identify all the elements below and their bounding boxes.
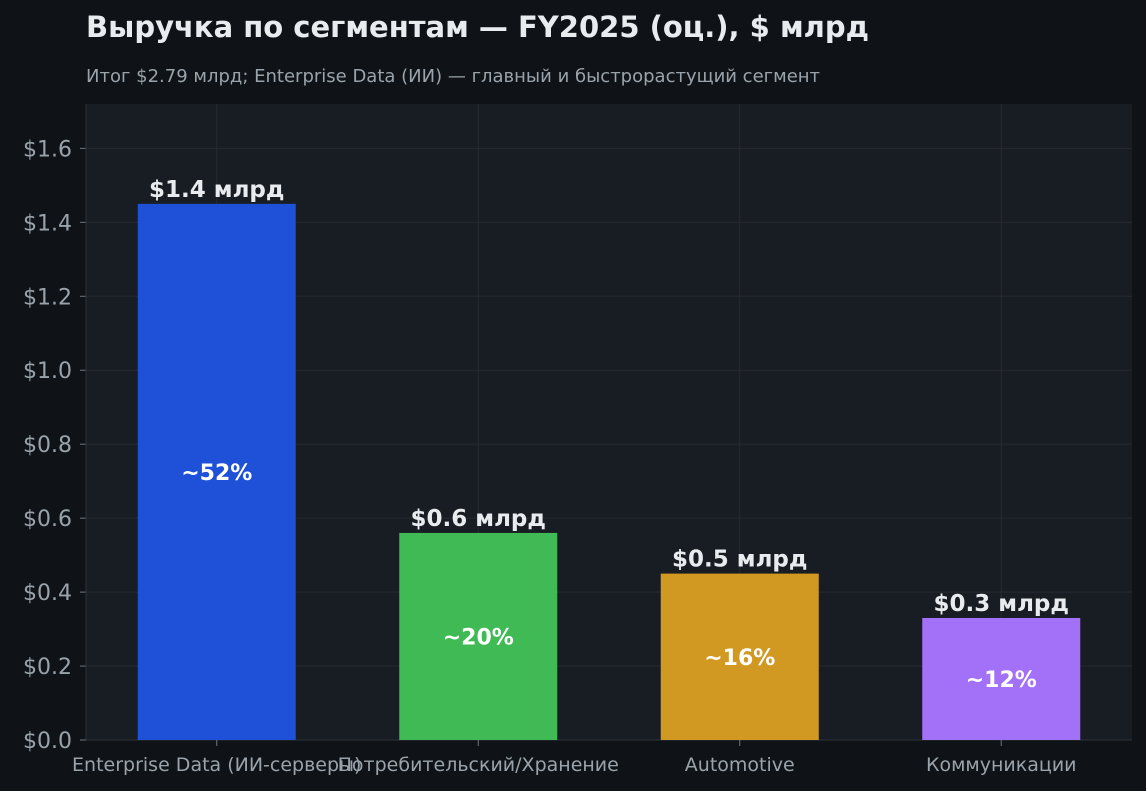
y-tick-label: $0.4 xyxy=(23,581,72,606)
bar-3 xyxy=(660,573,819,740)
chart-title: Выручка по сегментам — FY2025 (оц.), $ м… xyxy=(86,10,870,44)
bar-share-label: ~16% xyxy=(704,646,775,671)
y-tick-label: $1.2 xyxy=(23,285,72,310)
x-tick-label: Enterprise Data (ИИ-серверы) xyxy=(72,754,361,776)
chart-subtitle: Итог $2.79 млрд; Enterprise Data (ИИ) — … xyxy=(86,66,821,87)
y-tick-label: $1.6 xyxy=(23,137,72,162)
y-tick-label: $0.8 xyxy=(23,433,72,458)
bar-2 xyxy=(399,532,558,740)
bar-value-label: $0.6 млрд xyxy=(411,506,546,532)
x-tick-label: Automotive xyxy=(685,754,795,776)
bar-value-label: $0.3 млрд xyxy=(934,591,1069,617)
y-tick-label: $0.0 xyxy=(23,729,72,754)
y-tick-label: $0.6 xyxy=(23,507,72,532)
bar-1 xyxy=(137,203,296,740)
bar-value-label: $0.5 млрд xyxy=(672,547,807,573)
bar-value-label: $1.4 млрд xyxy=(149,177,284,203)
bar-share-label: ~20% xyxy=(443,625,514,650)
y-tick-label: $1.0 xyxy=(23,359,72,384)
bar-share-label: ~12% xyxy=(966,668,1037,693)
y-tick-label: $1.4 xyxy=(23,211,72,236)
x-tick-label: Коммуникации xyxy=(926,754,1077,776)
bar-4 xyxy=(922,617,1081,740)
x-tick-label: Потребительский/Хранение xyxy=(338,754,619,776)
y-tick-label: $0.2 xyxy=(23,655,72,680)
bar-share-label: ~52% xyxy=(181,461,252,486)
